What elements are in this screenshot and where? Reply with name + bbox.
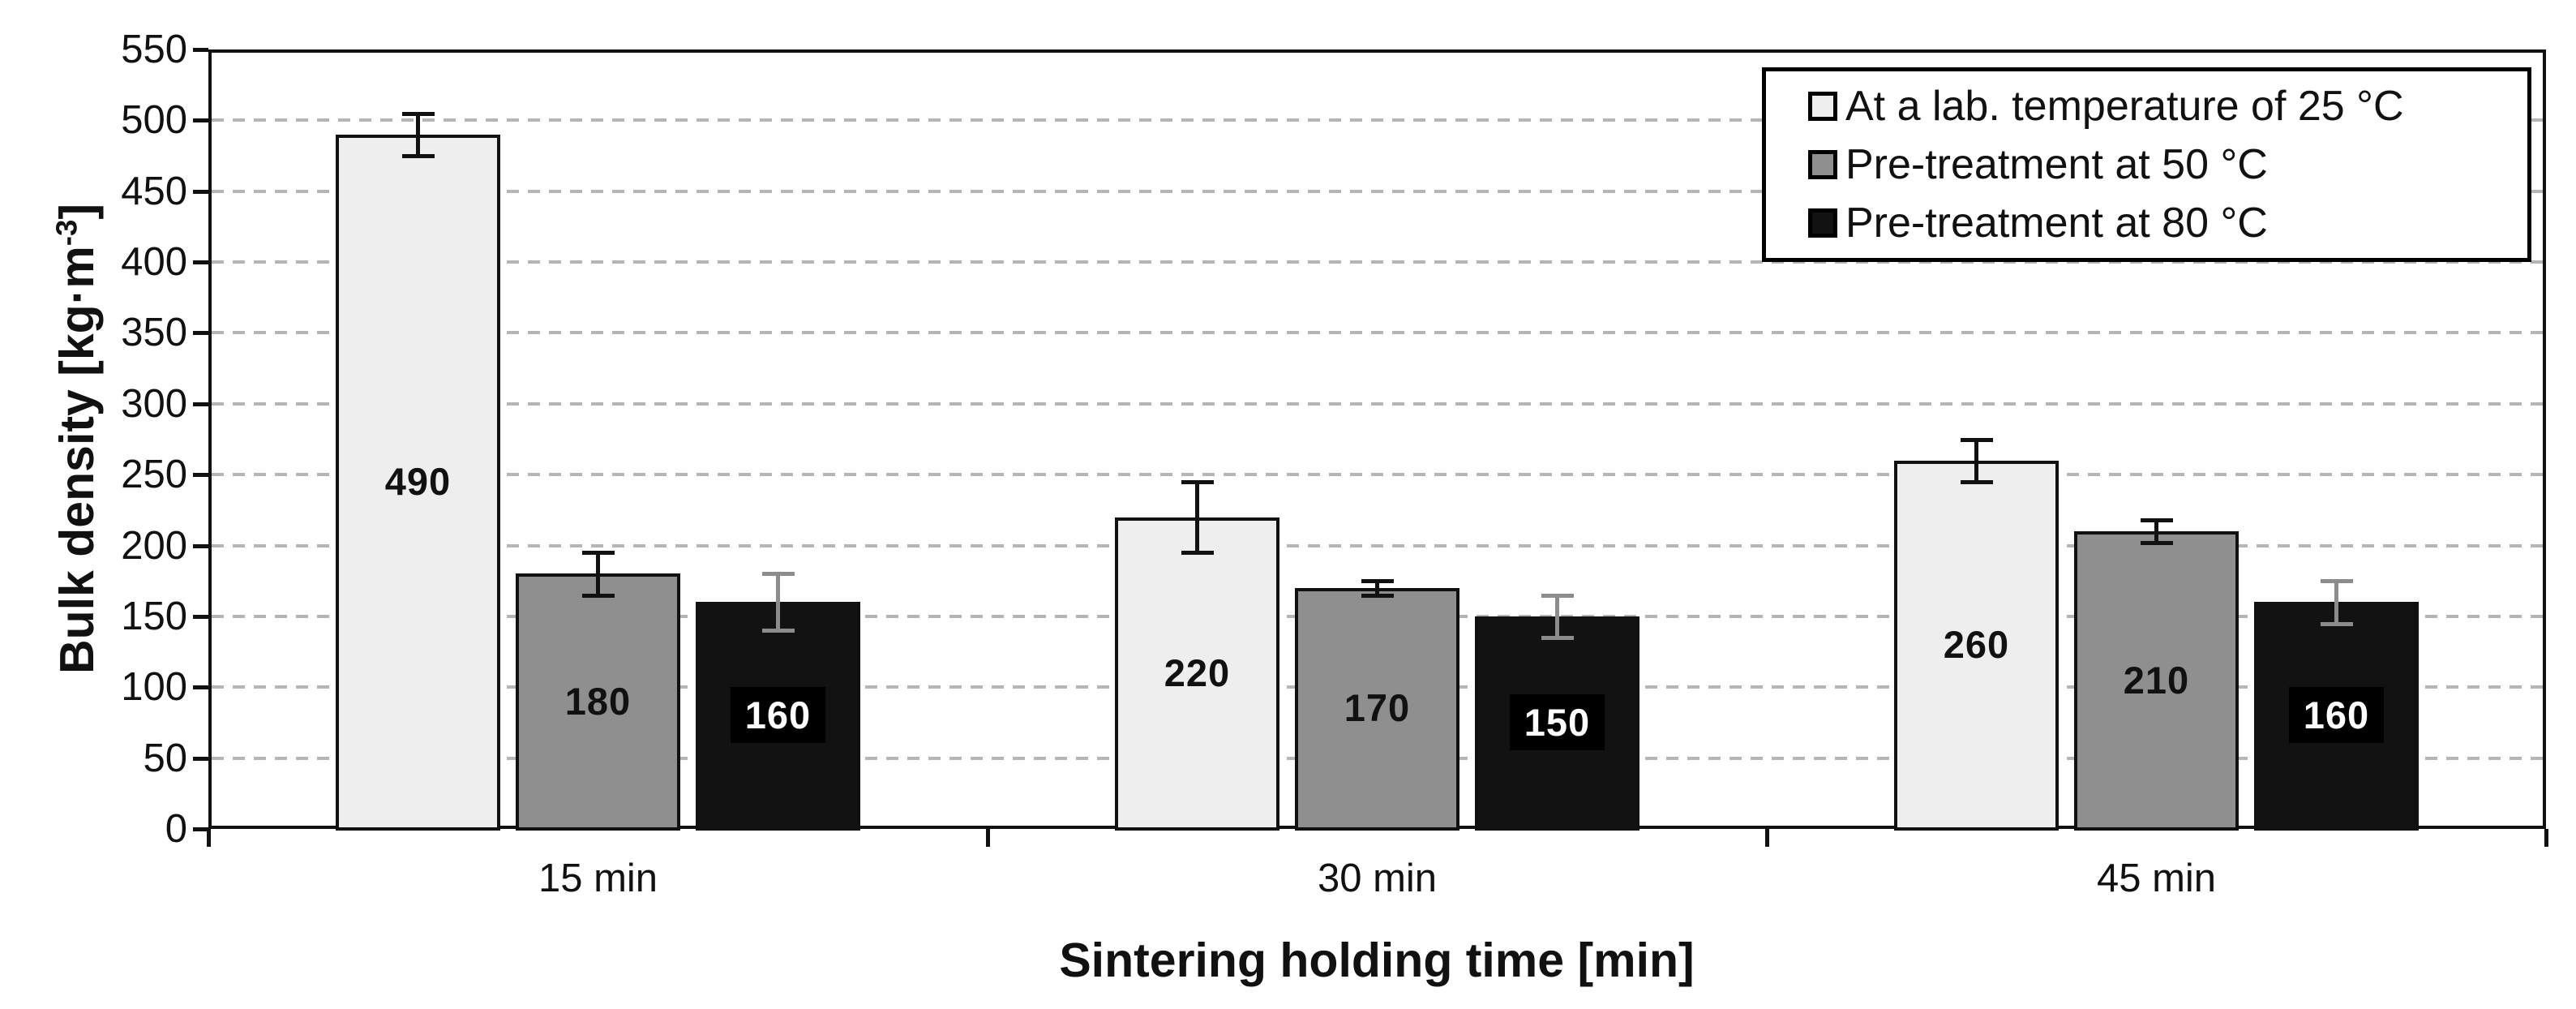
error-bar-line — [2154, 520, 2158, 543]
error-bar-line — [1555, 595, 1559, 638]
bar-45min-series1 — [1894, 460, 2059, 831]
y-tick-label-200: 200 — [121, 523, 187, 568]
y-tick-label-550: 550 — [121, 28, 187, 71]
error-bar-line — [1195, 481, 1199, 553]
x-tick-label-30min: 30 min — [1317, 857, 1438, 900]
legend-row-2: Pre-treatment at 50 °C — [1808, 141, 2527, 188]
y-tick-150 — [193, 614, 208, 619]
y-tick-label-450: 450 — [121, 169, 187, 213]
y-tick-400 — [193, 260, 208, 265]
bar-value-label-patch: 160 — [730, 687, 826, 744]
error-bar-cap-bottom — [2140, 541, 2173, 546]
error-bar-cap-bottom — [1361, 593, 1394, 598]
y-tick-200 — [193, 543, 208, 548]
bar-value-label: 160 — [2254, 687, 2419, 744]
bar-value-label: 160 — [696, 687, 860, 744]
y-tick-300 — [193, 401, 208, 406]
bar-45min-series2 — [2074, 531, 2239, 831]
y-tick-label-150: 150 — [121, 594, 187, 638]
error-bar-line — [776, 573, 780, 631]
legend-row-3: Pre-treatment at 80 °C — [1808, 200, 2527, 247]
bar-value-label: 180 — [564, 679, 632, 723]
error-bar-line — [596, 552, 600, 595]
y-tick-500 — [193, 118, 208, 123]
legend-label-series3: Pre-treatment at 80 °C — [1845, 200, 2268, 247]
y-tick-label-350: 350 — [121, 311, 187, 355]
y-tick-100 — [193, 685, 208, 690]
y-tick-label-100: 100 — [121, 665, 187, 710]
legend: At a lab. temperature of 25 °C Pre-treatm… — [1762, 67, 2531, 262]
gridline-350 — [212, 331, 2543, 335]
legend-label-series2: Pre-treatment at 50 °C — [1845, 141, 2268, 188]
error-bar-cap-top — [1960, 437, 1993, 442]
bar-30min-series1 — [1115, 517, 1279, 831]
error-bar-cap-bottom — [761, 629, 795, 633]
error-bar-cap-bottom — [1181, 551, 1214, 556]
bar-value-label: 260 — [1943, 622, 2010, 666]
y-tick-label-250: 250 — [121, 453, 187, 497]
error-bar-cap-bottom — [581, 593, 615, 598]
bar-value-label: 210 — [2123, 658, 2190, 702]
y-tick-0 — [193, 827, 208, 831]
bar-15min-series2 — [516, 573, 680, 831]
y-tick-label-400: 400 — [121, 240, 187, 285]
y-tick-label-500: 500 — [121, 98, 187, 143]
error-bar-cap-top — [401, 111, 435, 116]
error-bar-cap-top — [1181, 479, 1214, 484]
gridline-300 — [212, 401, 2543, 406]
error-bar-cap-bottom — [1541, 636, 1574, 641]
bar-value-label: 220 — [1164, 650, 1231, 694]
y-tick-50 — [193, 756, 208, 761]
error-bar-line — [416, 113, 420, 157]
bar-value-label-patch: 150 — [1509, 693, 1605, 750]
x-axis-title: Sintering holding time [min] — [1059, 934, 1695, 987]
x-tick-label-15min: 15 min — [538, 857, 658, 900]
error-bar-cap-bottom — [2320, 621, 2353, 626]
legend-marker-series2 — [1808, 150, 1837, 179]
y-tick-label-50: 50 — [143, 736, 187, 780]
error-bar-cap-bottom — [1960, 479, 1993, 484]
error-bar-cap-top — [2140, 518, 2173, 523]
x-tick-0 — [207, 829, 211, 847]
gridline-450 — [212, 189, 2543, 193]
error-bar-line — [1375, 581, 1379, 595]
x-tick-label-45min: 45 min — [2096, 857, 2217, 900]
error-bar-cap-top — [581, 551, 615, 556]
y-tick-450 — [193, 189, 208, 194]
legend-row-1: At a lab. temperature of 25 °C — [1808, 83, 2527, 130]
bar-value-label: 150 — [1475, 693, 1639, 750]
x-tick-1 — [986, 829, 990, 847]
bar-value-label: 170 — [1344, 686, 1411, 730]
bar-30min-series2 — [1295, 587, 1459, 831]
y-tick-label-300: 300 — [121, 381, 187, 426]
error-bar-cap-top — [761, 572, 795, 577]
gridline-200 — [212, 543, 2543, 547]
bar-value-label-patch: 160 — [2288, 687, 2385, 744]
error-bar-cap-top — [2320, 579, 2353, 584]
error-bar-cap-top — [1541, 593, 1574, 598]
error-bar-cap-bottom — [401, 154, 435, 159]
y-tick-550 — [193, 48, 208, 52]
gridline-250 — [212, 473, 2543, 477]
y-tick-350 — [193, 331, 208, 336]
y-tick-250 — [193, 473, 208, 478]
gridline-500 — [212, 118, 2543, 122]
y-tick-label-0: 0 — [165, 807, 187, 851]
x-tick-2 — [1765, 829, 1769, 847]
bar-15min-series1 — [336, 134, 500, 831]
bar-value-label: 490 — [384, 459, 452, 503]
error-bar-line — [2334, 581, 2338, 624]
x-tick-3 — [2544, 829, 2548, 847]
legend-marker-series1 — [1808, 92, 1837, 121]
gridline-400 — [212, 260, 2543, 264]
legend-marker-series3 — [1808, 208, 1837, 238]
legend-label-series1: At a lab. temperature of 25 °C — [1845, 83, 2404, 130]
error-bar-cap-top — [1361, 579, 1394, 584]
error-bar-line — [1974, 439, 1978, 482]
